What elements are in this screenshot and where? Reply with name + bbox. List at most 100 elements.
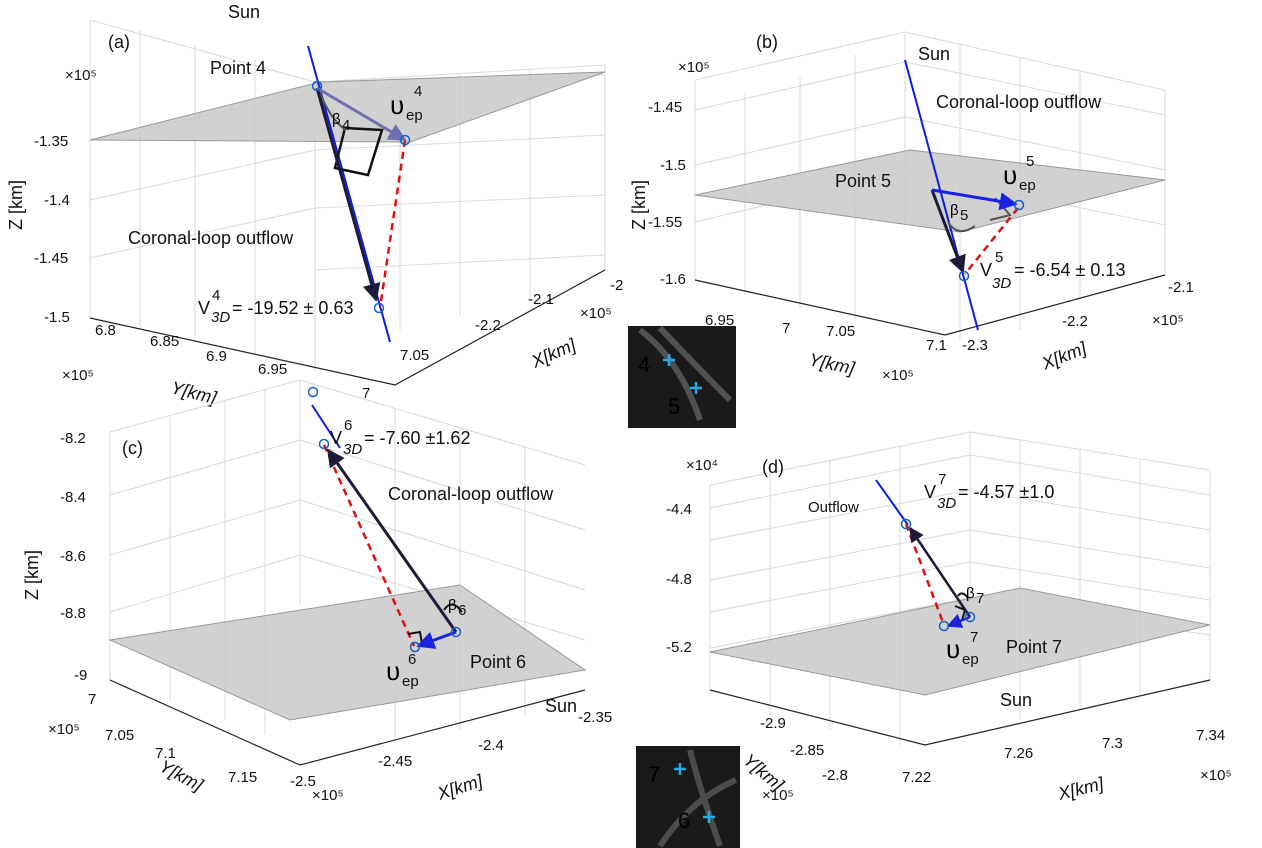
panel-b-point-label: Point 5	[835, 171, 891, 191]
panel-b-z-tick-0: -1.45	[648, 99, 682, 116]
panel-b-beta-symbol: β	[950, 202, 959, 219]
panel-c-point-offplot	[307, 386, 319, 398]
panel-d-vep-annotation: υ 7 ep	[946, 629, 979, 668]
panel-b-sun-label: Sun	[918, 44, 950, 64]
panel-b-v3d-annotation: V 5 3D = -6.54 ± 0.13	[980, 249, 1125, 292]
panel-c-z-ticks: -8.2 -8.4 -8.6 -8.8 -9	[60, 430, 87, 684]
panel-a-v3d-sup: 4	[212, 287, 220, 304]
panel-d-vep-sup: 7	[970, 629, 978, 646]
panel-a-beta-symbol: β	[332, 111, 341, 128]
panel-c-vep-symbol: υ	[386, 656, 400, 686]
panel-b-vep-sup: 5	[1026, 153, 1034, 170]
panel-d-v3d-sup: 7	[938, 471, 946, 488]
panel-c-x-tick-2: -2.4	[478, 737, 504, 754]
panel-d-vep-sub: ep	[962, 651, 979, 668]
panel-b-y-tick-3: 7.1	[926, 337, 947, 354]
panel-c-y-ticks: 7 7.05 7.1 7.15	[88, 691, 257, 786]
panel-c-x-tick-0: -2.5	[290, 773, 316, 790]
panel-a-y-scale: ×10⁵	[62, 367, 94, 384]
panel-d-y-tick-0: -2.9	[760, 715, 786, 732]
panel-d-point-origin	[964, 611, 976, 623]
panel-c-beta-arc	[443, 603, 463, 613]
panel-b-dashed-line	[964, 207, 1019, 275]
panel-d-x-ticks: 7.22 7.26 7.3 7.34	[902, 727, 1225, 786]
panel-b-v3d-value: = -6.54 ± 0.13	[1014, 260, 1125, 280]
panel-b-z-scale: ×10⁵	[678, 59, 710, 76]
panel-a-vep-sup: 4	[414, 83, 422, 100]
panel-a-sun-label: Sun	[228, 2, 260, 22]
inset-bottom-image	[636, 746, 740, 848]
panel-a-v3d-value: = -19.52 ± 0.63	[232, 298, 353, 318]
panel-d-x-tick-2: 7.3	[1102, 735, 1123, 752]
panel-a-x-ticks: 7.05 -2.2 -2.1 -2	[400, 277, 623, 364]
panel-b-y-label: Y[km]	[807, 349, 857, 378]
panel-c-y-label: Y[km]	[156, 756, 207, 796]
panel-d-sun-label: Sun	[1000, 690, 1032, 710]
panel-d-v3d-value: = -4.57 ±1.0	[958, 482, 1054, 502]
panel-d-v3d-sub: 3D	[937, 495, 956, 512]
panel-d-grid	[709, 431, 1211, 746]
panel-b-beta-sub: 5	[960, 207, 968, 224]
panel-a-beta-sub: 4	[342, 117, 350, 134]
panel-d-plane	[709, 587, 1211, 696]
panel-c-dashed-line	[322, 444, 416, 647]
panel-a-z-tick-0: -1.35	[34, 133, 68, 150]
panel-b-y-tick-0: 6.95	[705, 312, 734, 329]
panel-a-y-tick-4: 7	[362, 385, 370, 402]
panel-a-y-tick-2: 6.9	[206, 348, 227, 365]
panel-a-outflow-label: Coronal-loop outflow	[128, 228, 294, 248]
panel-a-z-label: Z [km]	[6, 180, 26, 230]
inset-top-label-4: 4	[638, 352, 650, 377]
panel-b-v3d-symbol: V	[980, 260, 992, 280]
panel-a-v3d-annotation: V 4 3D = -19.52 ± 0.63	[198, 287, 353, 326]
panel-c-x-ticks: -2.5 -2.45 -2.4 -2.35	[290, 709, 612, 790]
panel-c-z-tick-0: -8.2	[60, 430, 86, 447]
panel-c-y-tick-1: 7.05	[105, 727, 134, 744]
panel-a-y-tick-3: 6.95	[258, 361, 287, 378]
panel-c-z-tick-1: -8.4	[60, 489, 86, 506]
panel-b-y-tick-2: 7.05	[826, 323, 855, 340]
panel-a-panel-label: (a)	[108, 32, 130, 52]
panel-a-beta-annotation: β 4	[332, 111, 350, 134]
panel-d-z-tick-1: -4.8	[666, 571, 692, 588]
panel-a-point-bottom	[373, 302, 385, 314]
panel-c-z-label: Z [km]	[22, 550, 42, 600]
panel-a-z-scale: ×10⁵	[65, 67, 97, 84]
panel-d: (d) Outflow Point 7 Sun ×10⁴ -4.4 -4.8 -…	[666, 431, 1232, 804]
panel-d-x-tick-0: 7.22	[902, 769, 931, 786]
panel-c-v3d-value: = -7.60 ±1.62	[364, 428, 470, 448]
panel-d-vep-symbol: υ	[946, 634, 960, 664]
panel-a-right-angle	[333, 126, 384, 177]
panel-d-x-tick-1: 7.26	[1004, 745, 1033, 762]
panel-d-v3d-symbol: V	[924, 482, 936, 502]
panel-a-y-ticks: 6.8 6.85 6.9 6.95 7	[95, 322, 370, 402]
panel-c-vep-annotation: υ 6 ep	[386, 651, 419, 690]
inset-bottom-markers	[674, 763, 715, 823]
panel-b-z-label: Z [km]	[629, 180, 649, 230]
panel-c-v3d-sup: 6	[344, 417, 352, 434]
panel-a-x-scale: ×10⁵	[580, 305, 612, 322]
panel-a-v3d-arrow	[315, 87, 381, 302]
panel-b-v3d-sup: 5	[995, 249, 1003, 266]
panel-b-y-scale: ×10⁵	[882, 367, 914, 384]
panel-a: Sun (a) Point 4 Coronal-loop outflow ×10…	[6, 2, 623, 408]
panel-a-v3d-sub: 3D	[211, 309, 230, 326]
inset-top: 4 5	[628, 325, 736, 428]
panel-b-x-label: X[km]	[1038, 338, 1090, 375]
panel-b-y-tick-1: 7	[782, 320, 790, 337]
panel-d-beta-annotation: β 7	[966, 585, 984, 607]
panel-c-y-tick-2: 7.1	[155, 745, 176, 762]
panel-d-sun-line	[875, 479, 909, 526]
panel-b-y-ticks: 6.95 7 7.05 7.1	[705, 312, 947, 354]
panel-a-point-label: Point 4	[210, 58, 266, 78]
panel-b-x-tick-2: -2.1	[1168, 279, 1194, 296]
panel-d-y-tick-1: -2.85	[790, 742, 824, 759]
panel-c-y-tick-0: 7	[88, 691, 96, 708]
panel-a-beta-arc	[317, 87, 347, 131]
panel-b-outflow-label: Coronal-loop outflow	[936, 92, 1102, 112]
panel-d-panel-label: (d)	[762, 457, 784, 477]
panel-d-y-scale: ×10⁵	[762, 787, 794, 804]
panel-a-grid	[89, 19, 606, 386]
panel-d-y-ticks: -2.9 -2.85 -2.8	[760, 715, 848, 784]
panel-b-z-tick-2: -1.55	[648, 214, 682, 231]
